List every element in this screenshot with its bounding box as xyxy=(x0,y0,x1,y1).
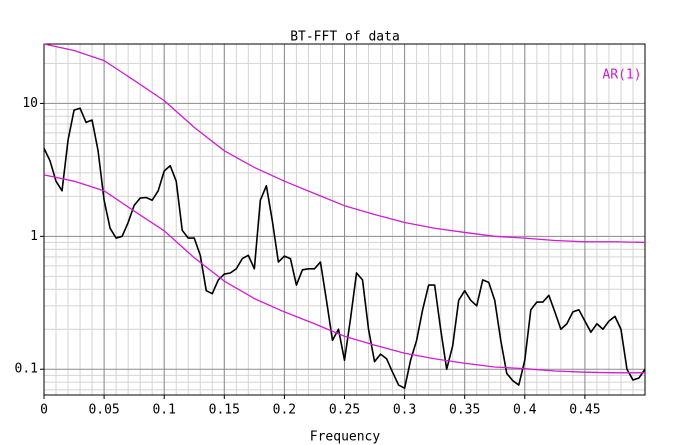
x-tick-label: 0.45 xyxy=(569,403,600,418)
x-tick-label: 0.15 xyxy=(209,403,240,418)
x-tick-label: 0.25 xyxy=(329,403,360,418)
annotation: AR(1) xyxy=(602,68,641,83)
x-tick-label: 0.3 xyxy=(393,403,416,418)
x-tick-label: 0.1 xyxy=(152,403,175,418)
grid xyxy=(43,44,645,395)
series-line xyxy=(43,43,646,244)
y-tick-label: 1 xyxy=(30,229,38,244)
x-tick-label: 0.2 xyxy=(273,403,296,418)
x-tick-label: 0.4 xyxy=(513,403,537,418)
series-line xyxy=(43,174,645,374)
y-tick-label: 0.1 xyxy=(15,362,38,377)
x-axis-label: Frequency xyxy=(310,430,381,445)
x-tick-label: 0.35 xyxy=(449,403,480,418)
series-line xyxy=(43,107,646,389)
y-tick-label: 10 xyxy=(22,96,38,111)
x-tick-label: 0.05 xyxy=(88,403,119,418)
chart-title: BT-FFT of data xyxy=(290,30,400,45)
x-tick-label: 0 xyxy=(40,403,48,418)
plot-frame xyxy=(43,43,646,396)
